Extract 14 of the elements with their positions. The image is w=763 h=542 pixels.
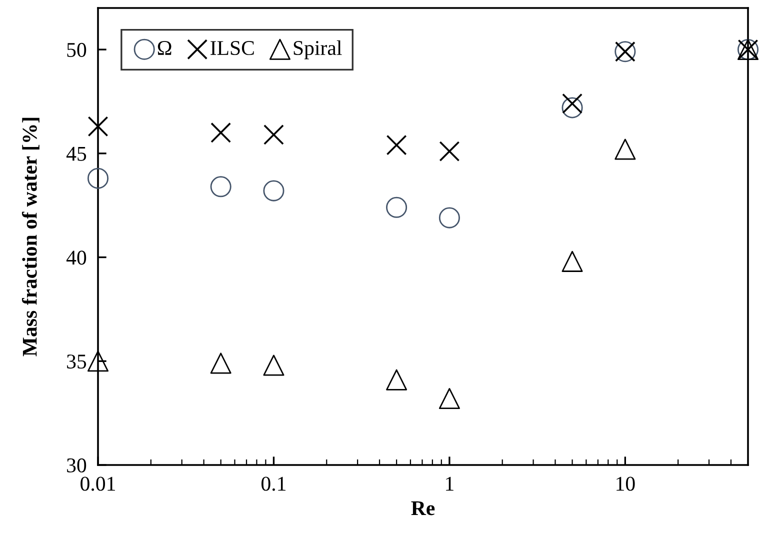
x-tick-label: 0.01	[80, 476, 115, 491]
y-tick-label: 40	[66, 250, 86, 265]
y-axis-title: Mass fraction of water [%]	[22, 118, 40, 356]
y-tick-label: 30	[67, 458, 86, 472]
y-tick-label: 35	[67, 354, 86, 369]
legend-label: Ω	[158, 41, 172, 55]
y-tick-label: 50	[67, 42, 86, 57]
x-axis-title: Re	[411, 501, 435, 516]
x-tick-label: 0.1	[262, 476, 286, 491]
x-tick-label: 1	[446, 476, 454, 491]
legend-label: Spiral	[294, 40, 342, 60]
legend-label: ILSC	[210, 41, 254, 56]
y-tick-label: 45	[66, 146, 86, 161]
x-tick-label: 10	[616, 476, 635, 491]
